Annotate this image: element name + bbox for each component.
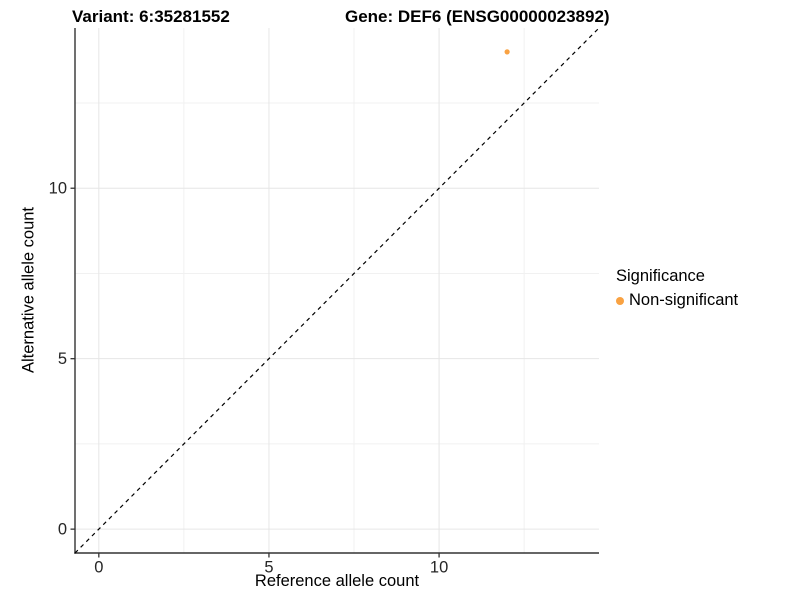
y-tick-label: 5 bbox=[58, 350, 67, 368]
x-axis-title: Reference allele count bbox=[254, 572, 420, 590]
legend-item-non-significant: Non-significant bbox=[616, 291, 738, 310]
y-axis-title: Alternative allele count bbox=[19, 206, 38, 374]
gene-title: Gene: DEF6 (ENSG00000023892) bbox=[345, 7, 610, 26]
legend-point-icon bbox=[616, 296, 624, 305]
x-tick-label: 5 bbox=[264, 559, 273, 577]
y-tick-label: 0 bbox=[58, 521, 67, 539]
legend-title: Significance bbox=[616, 267, 705, 285]
variant-title: Variant: 6:35281552 bbox=[72, 7, 230, 26]
x-tick-label: 0 bbox=[94, 559, 103, 577]
legend-item-label: Non-significant bbox=[629, 291, 739, 309]
y-tick-label: 10 bbox=[49, 180, 67, 198]
x-tick-label: 10 bbox=[430, 559, 448, 577]
data-point bbox=[504, 49, 510, 55]
identity-dashed-line bbox=[74, 27, 600, 554]
legend: Significance Non-significant bbox=[616, 267, 738, 310]
